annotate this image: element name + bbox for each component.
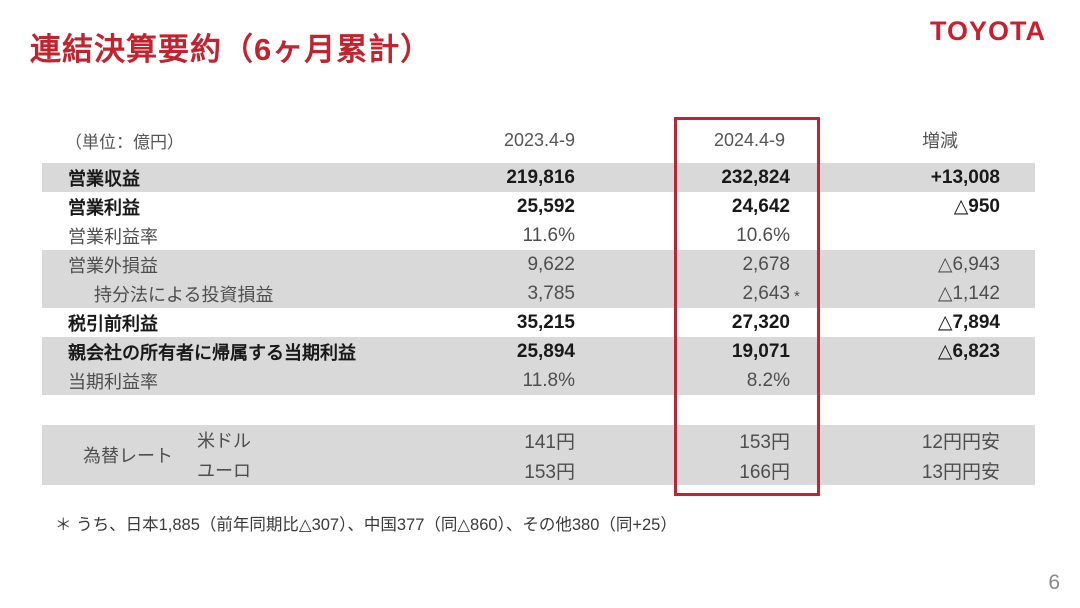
table-row-net-margin: 当期利益率 11.8% 8.2% — [42, 366, 1035, 395]
row-label: 当期利益率 — [68, 371, 158, 392]
value-2024: 8.2% — [746, 369, 790, 391]
table-row-operating-revenue: 営業収益 219,816 232,824 +13,008 — [42, 163, 1035, 192]
value-2024-number: 2,643 — [742, 282, 790, 304]
value-2024: 10.6% — [736, 224, 790, 246]
value-2024: 27,320 — [731, 311, 790, 333]
value-change: 12円円安 — [921, 431, 1000, 453]
table-row-operating-margin: 営業利益率 11.6% 10.6% — [42, 221, 1035, 250]
value-2024: 153円 — [739, 431, 790, 453]
value-change: △950 — [953, 196, 1000, 217]
value-change: △6,943 — [937, 254, 1000, 275]
column-header-2024: 2024.4-9 — [713, 129, 785, 150]
value-2023: 3,785 — [527, 282, 575, 304]
value-2024: 19,071 — [731, 340, 790, 362]
row-label: 税引前利益 — [68, 313, 158, 334]
page-title: 連結決算要約（6ヶ月累計） — [30, 32, 433, 67]
currency-label: 米ドル — [197, 431, 251, 451]
value-2024: 2,643 * — [575, 282, 799, 305]
table-row-pretax-income: 税引前利益 35,215 27,320 △7,894 — [42, 308, 1035, 337]
value-2023: 25,592 — [516, 195, 575, 217]
table-row-net-income: 親会社の所有者に帰属する当期利益 25,894 19,071 △6,823 — [42, 337, 1035, 366]
row-label: 親会社の所有者に帰属する当期利益 — [68, 342, 356, 363]
row-label: 持分法による投資損益 — [94, 284, 274, 305]
row-label: 営業利益 — [68, 197, 140, 218]
value-2024: 24,642 — [731, 195, 790, 217]
row-label: 営業収益 — [68, 168, 140, 189]
value-change: +13,008 — [930, 166, 1000, 188]
value-2023: 141円 — [524, 431, 575, 453]
value-change: △1,142 — [937, 283, 1000, 304]
table-row-non-operating: 営業外損益 9,622 2,678 △6,943 — [42, 250, 1035, 279]
currency-label: ユーロ — [197, 461, 251, 481]
unit-label: （単位：億円） — [65, 132, 184, 152]
column-header-2023: 2023.4-9 — [503, 129, 575, 150]
financial-summary-table: （単位：億円） 2023.4-9 2024.4-9 増減 営業収益 219,81… — [42, 125, 1035, 485]
table-header-row: （単位：億円） 2023.4-9 2024.4-9 増減 — [42, 125, 1035, 155]
value-2024: 2,678 — [742, 253, 790, 275]
exchange-rate-row-eur: ユーロ 153円 166円 13円円安 — [197, 455, 1035, 485]
value-change: △6,823 — [937, 341, 1000, 362]
exchange-rate-row-usd: 米ドル 141円 153円 12円円安 — [197, 425, 1035, 455]
footnote: ＊ うち、日本1,885（前年同期比△307）、中国377（同△860）、その他… — [55, 516, 677, 534]
row-label: 営業外損益 — [68, 255, 158, 276]
value-change: 13円円安 — [921, 461, 1000, 483]
value-2024: 232,824 — [721, 166, 790, 188]
value-2023: 11.6% — [522, 224, 575, 246]
page-number: 6 — [1048, 571, 1060, 594]
footnote-asterisk-marker: * — [794, 287, 800, 305]
value-2024: 166円 — [739, 461, 790, 483]
value-2023: 25,894 — [516, 340, 575, 362]
value-2023: 11.8% — [522, 369, 575, 391]
table-row-equity-method: 持分法による投資損益 3,785 2,643 * △1,142 — [42, 279, 1035, 308]
value-2023: 219,816 — [506, 166, 575, 188]
row-label: 営業利益率 — [68, 226, 158, 247]
exchange-rate-label: 為替レート — [83, 446, 173, 466]
exchange-rate-section: 為替レート 米ドル 141円 153円 12円円安 ユーロ 153円 166円 … — [42, 425, 1035, 485]
value-2023: 9,622 — [527, 253, 575, 275]
table-section-gap — [42, 395, 1035, 425]
column-header-change: 増減 — [922, 131, 958, 151]
table-row-operating-income: 営業利益 25,592 24,642 △950 — [42, 192, 1035, 221]
toyota-logo: TOYOTA — [929, 16, 1046, 46]
value-2023: 153円 — [524, 461, 575, 483]
value-change: △7,894 — [937, 312, 1000, 333]
value-2023: 35,215 — [516, 311, 575, 333]
